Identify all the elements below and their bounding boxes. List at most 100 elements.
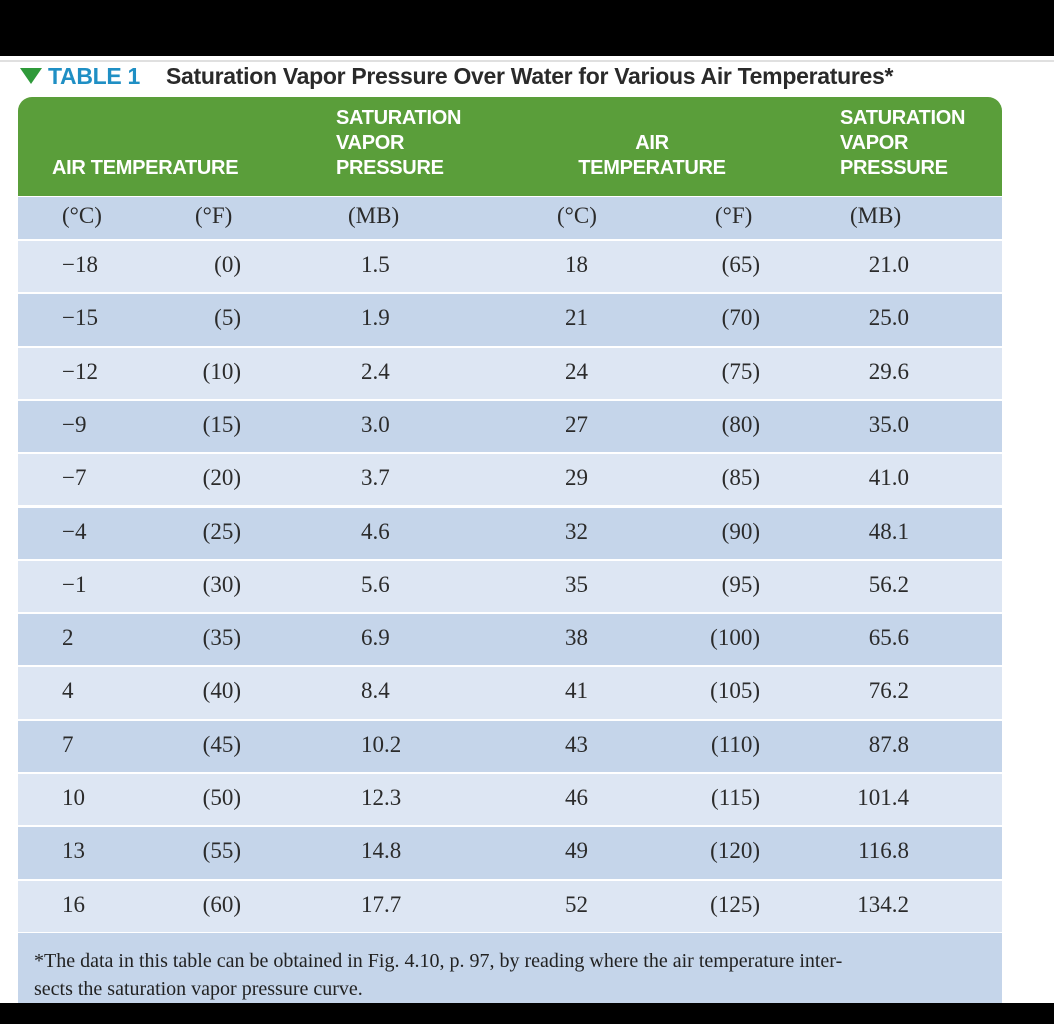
column-header: TEMPERATURE (578, 157, 726, 179)
table-cell: 29 (565, 465, 588, 491)
table-cell: −4 (62, 518, 87, 544)
table-cell: 3.7 (361, 465, 390, 491)
table-cell: (50) (202, 785, 241, 810)
table-cell: (65) (721, 252, 760, 277)
unit-label: (°C) (62, 203, 102, 228)
footnote-line: sects the saturation vapor pressure curv… (34, 978, 363, 1000)
table-row (18, 827, 1002, 879)
table-cell: (75) (721, 358, 760, 384)
table-cell: 12.3 (361, 785, 402, 810)
table-cell: (90) (721, 518, 760, 544)
column-header: VAPOR (336, 132, 405, 154)
column-header: PRESSURE (840, 157, 948, 179)
table-cell: 38 (565, 625, 588, 651)
table-cell: 17.7 (361, 891, 402, 917)
table-cell: 24 (565, 358, 588, 384)
table-cell: (110) (711, 731, 760, 757)
unit-label: (°C) (557, 203, 597, 228)
table-cell: (20) (202, 465, 241, 491)
table-cell: 25.0 (868, 305, 909, 331)
table-row (18, 614, 1002, 666)
table-cell: 116.8 (858, 838, 909, 864)
table-cell: (55) (202, 838, 241, 864)
table-cell: 14.8 (361, 838, 402, 864)
column-header: AIR TEMPERATURE (52, 157, 239, 179)
unit-label: (MB) (348, 203, 400, 228)
table-cell: 2 (62, 625, 74, 651)
table-cell: −12 (62, 358, 98, 384)
table-title: Saturation Vapor Pressure Over Water for… (166, 63, 894, 89)
table-cell: (5) (214, 305, 241, 331)
table-row (18, 720, 1002, 772)
table-cell: (30) (202, 571, 241, 597)
table-cell: (120) (710, 838, 760, 864)
table-cell: 13 (62, 838, 85, 864)
table-cell: (60) (202, 891, 241, 917)
table-cell: (40) (202, 678, 241, 704)
unit-label: (°F) (715, 203, 753, 228)
table-cell: 35.0 (868, 411, 909, 437)
table-header (18, 97, 1002, 196)
column-header: VAPOR (840, 132, 909, 154)
table-cell: (45) (202, 731, 241, 757)
table-cell: 4 (62, 678, 74, 704)
table-cell: 32 (565, 518, 588, 544)
table-cell: 41 (565, 678, 588, 704)
table-cell: (10) (202, 358, 241, 384)
column-header: SATURATION (336, 107, 462, 129)
table-cell: (95) (721, 571, 760, 597)
rule (0, 60, 1054, 62)
table-row (18, 880, 1002, 932)
table-cell: 35 (565, 571, 588, 597)
table-cell: 43 (565, 731, 588, 757)
table-cell: (125) (710, 891, 760, 917)
table-cell: (15) (202, 411, 241, 437)
table-cell: 52 (565, 891, 588, 917)
table-cell: (80) (721, 411, 760, 437)
table-cell: 18 (565, 252, 588, 277)
table-cell: 76.2 (868, 678, 909, 704)
table-cell: (105) (710, 678, 760, 704)
table-cell: 7 (62, 731, 74, 757)
table-cell: 134.2 (857, 891, 909, 917)
table-cell: 56.2 (868, 571, 909, 597)
table-cell: (70) (721, 305, 760, 331)
table-cell: 10 (62, 785, 85, 810)
triangle-icon (20, 68, 42, 84)
table-cell: −1 (62, 571, 87, 597)
table-cell: 8.4 (361, 678, 390, 704)
table-cell: (85) (721, 465, 760, 491)
bottom-bar (0, 1003, 1054, 1024)
table-row (18, 294, 1002, 346)
footnote-line: *The data in this table can be obtained … (34, 950, 843, 972)
table-cell: 5.6 (361, 571, 390, 597)
table-cell: 4.6 (361, 518, 390, 544)
column-header: PRESSURE (336, 157, 444, 179)
unit-label: (°F) (195, 203, 233, 228)
column-header: AIR (635, 132, 669, 154)
table-cell: 27 (565, 411, 588, 437)
table-cell: (100) (710, 625, 760, 651)
table-cell: 48.1 (868, 518, 909, 544)
table-row (18, 454, 1002, 506)
footnote-box (18, 933, 1002, 1003)
top-bar (0, 0, 1054, 56)
table-cell: 2.4 (361, 358, 390, 384)
table-row (18, 347, 1002, 399)
table-cell: 1.9 (361, 305, 390, 331)
table-cell: 21 (565, 305, 588, 331)
unit-label: (MB) (850, 203, 902, 228)
table-cell: 6.9 (361, 625, 390, 651)
table-cell: (35) (202, 625, 241, 651)
table-cell: (115) (711, 785, 760, 810)
table-row (18, 560, 1002, 613)
table-row (18, 774, 1002, 826)
table-row (18, 241, 1002, 293)
table-cell: 3.0 (361, 411, 390, 437)
table-cell: −15 (62, 305, 98, 331)
table-cell: 49 (565, 838, 588, 864)
table-cell: 101.4 (857, 785, 909, 810)
table-cell: 65.6 (868, 625, 909, 651)
table-cell: 41.0 (868, 465, 909, 491)
